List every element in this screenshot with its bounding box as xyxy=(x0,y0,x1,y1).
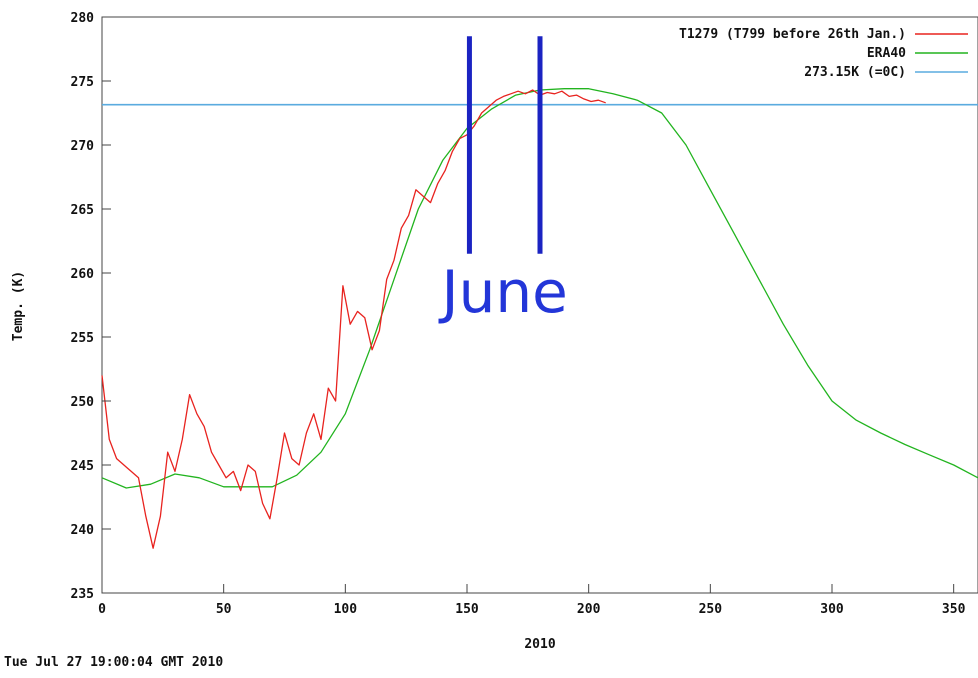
y-tick-label: 255 xyxy=(71,331,94,346)
y-tick-label: 245 xyxy=(71,459,94,474)
y-tick-label: 275 xyxy=(71,75,94,90)
timestamp: Tue Jul 27 19:00:04 GMT 2010 xyxy=(4,655,224,670)
series-t1279-line xyxy=(101,89,606,549)
y-tick-label: 265 xyxy=(71,203,94,218)
y-tick-label: 260 xyxy=(71,267,95,282)
x-tick-label: 250 xyxy=(699,602,723,617)
y-tick-label: 280 xyxy=(71,11,95,26)
y-tick-label: 240 xyxy=(71,523,95,538)
legend-label: ERA40 xyxy=(867,46,906,61)
x-tick-label: 300 xyxy=(820,602,844,617)
annotation-layer: June xyxy=(439,36,568,326)
x-tick-label: 50 xyxy=(216,602,232,617)
y-tick-label: 270 xyxy=(71,139,95,154)
y-tick-label: 250 xyxy=(71,395,95,410)
x-tick-label: 200 xyxy=(577,602,601,617)
x-tick-label: 100 xyxy=(334,602,358,617)
legend: T1279 (T799 before 26th Jan.) ERA40 273.15… xyxy=(679,27,968,80)
y-axis-title: Temp. (K) xyxy=(11,271,26,341)
y-tick-label: 235 xyxy=(71,587,94,602)
x-axis-title: 2010 xyxy=(524,637,555,652)
x-tick-label: 350 xyxy=(942,602,966,617)
plot-border xyxy=(101,16,978,594)
plot-frame xyxy=(101,16,978,594)
x-tick-label: 150 xyxy=(455,602,479,617)
legend-label: 273.15K (=0C) xyxy=(804,65,906,80)
june-annotation-label: June xyxy=(439,258,568,326)
x-tick-label: 0 xyxy=(98,602,106,617)
legend-label: T1279 (T799 before 26th Jan.) xyxy=(679,27,906,42)
ticks-layer: 235 240 245 250 255 260 265 270 275 280 0 50 100 150 2… xyxy=(71,11,966,617)
